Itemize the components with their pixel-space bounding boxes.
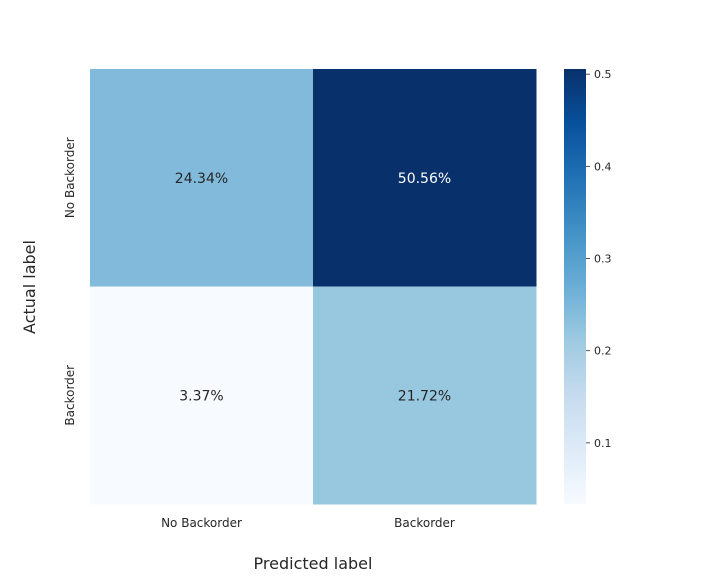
- x-axis-label: Predicted label: [254, 554, 373, 573]
- y-tick-labels: No Backorder Backorder: [63, 137, 77, 425]
- colorbar-tick-label: 0.3: [594, 253, 612, 266]
- cell-value-label: 50.56%: [398, 171, 451, 187]
- x-tick-label: No Backorder: [161, 516, 242, 530]
- x-tick-label: Backorder: [394, 516, 455, 530]
- heatmap-cell: [313, 286, 537, 505]
- colorbar-tick-label: 0.5: [594, 68, 612, 81]
- heatmap-cell-labels: 24.34% 50.56% 3.37% 21.72%: [175, 171, 451, 405]
- y-tick-label: Backorder: [63, 365, 77, 426]
- y-axis-label: Actual label: [20, 240, 39, 334]
- heatmap-cells: [90, 69, 537, 505]
- y-tick-label: No Backorder: [63, 137, 77, 218]
- colorbar-tick-label: 0.4: [594, 160, 612, 173]
- heatmap-cell: [313, 69, 537, 287]
- colorbar-tick-label: 0.2: [594, 345, 612, 358]
- colorbar-tick-label: 0.1: [594, 437, 612, 450]
- x-tick-labels: No Backorder Backorder: [161, 516, 455, 530]
- cell-value-label: 21.72%: [398, 388, 451, 404]
- cell-value-label: 3.37%: [179, 388, 223, 404]
- heatmap-cell: [90, 69, 314, 287]
- colorbar-ticks: 0.1 0.2 0.3 0.4 0.5: [586, 68, 612, 450]
- cell-value-label: 24.34%: [175, 171, 228, 187]
- colorbar: [564, 69, 586, 504]
- heatmap-cell: [90, 286, 314, 505]
